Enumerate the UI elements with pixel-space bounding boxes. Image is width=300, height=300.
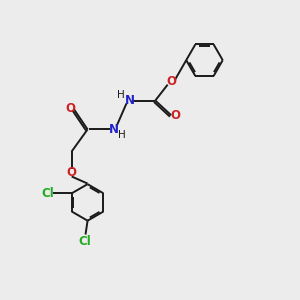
Text: N: N [109, 123, 118, 136]
Text: O: O [67, 167, 77, 179]
Text: O: O [166, 75, 176, 88]
Text: O: O [170, 109, 180, 122]
Text: H: H [117, 90, 125, 100]
Text: O: O [65, 102, 75, 115]
Text: Cl: Cl [78, 236, 91, 248]
Text: Cl: Cl [41, 187, 54, 200]
Text: N: N [124, 94, 134, 107]
Text: H: H [118, 130, 126, 140]
